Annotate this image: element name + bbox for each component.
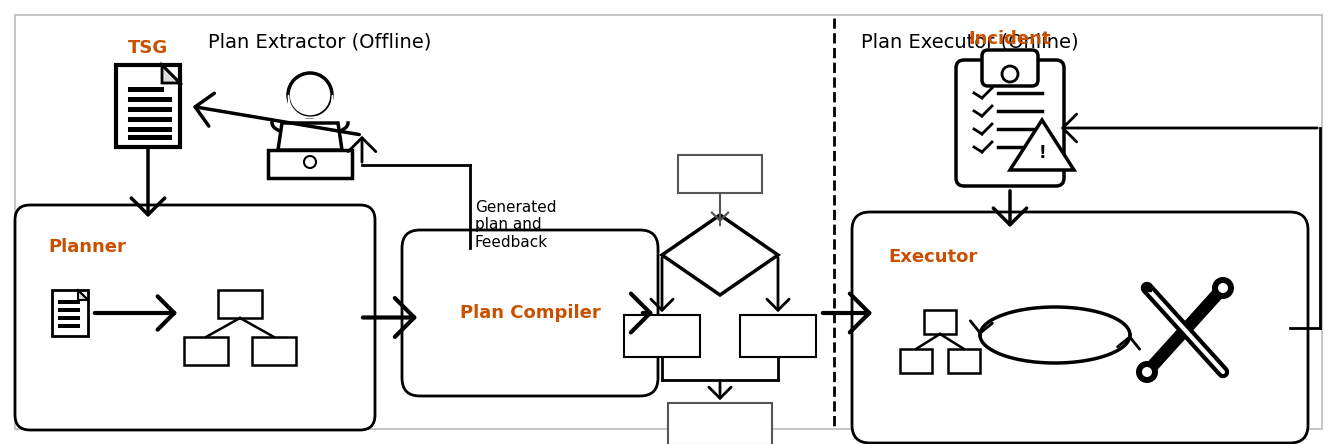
FancyBboxPatch shape — [981, 50, 1038, 86]
FancyBboxPatch shape — [900, 349, 932, 373]
FancyBboxPatch shape — [185, 337, 229, 365]
FancyBboxPatch shape — [128, 87, 164, 92]
FancyBboxPatch shape — [128, 135, 172, 140]
Text: Generated
plan and
Feedback: Generated plan and Feedback — [475, 200, 556, 250]
FancyBboxPatch shape — [128, 107, 172, 112]
FancyBboxPatch shape — [251, 337, 295, 365]
FancyBboxPatch shape — [57, 308, 80, 312]
Text: Executor: Executor — [888, 248, 977, 266]
Circle shape — [303, 156, 316, 168]
FancyBboxPatch shape — [218, 290, 262, 318]
Polygon shape — [1009, 120, 1074, 170]
FancyBboxPatch shape — [948, 349, 980, 373]
Text: Plan Extractor (Offline): Plan Extractor (Offline) — [209, 32, 432, 51]
FancyBboxPatch shape — [678, 155, 762, 193]
FancyBboxPatch shape — [57, 300, 80, 304]
FancyBboxPatch shape — [924, 310, 956, 334]
FancyBboxPatch shape — [57, 324, 80, 328]
FancyBboxPatch shape — [128, 97, 172, 102]
Polygon shape — [162, 65, 180, 83]
Circle shape — [1218, 283, 1227, 293]
FancyBboxPatch shape — [624, 315, 701, 357]
Circle shape — [1001, 66, 1017, 82]
FancyBboxPatch shape — [852, 212, 1308, 443]
FancyBboxPatch shape — [57, 316, 80, 320]
Circle shape — [1213, 277, 1234, 299]
FancyBboxPatch shape — [128, 127, 172, 132]
Text: !: ! — [1039, 144, 1046, 162]
FancyBboxPatch shape — [52, 290, 88, 336]
Circle shape — [1142, 367, 1152, 377]
Text: Plan Executor (Online): Plan Executor (Online) — [861, 32, 1079, 51]
FancyBboxPatch shape — [739, 315, 816, 357]
Text: TSG: TSG — [128, 39, 168, 57]
Text: Planner: Planner — [48, 238, 126, 256]
FancyBboxPatch shape — [116, 65, 180, 147]
Text: Plan Compiler: Plan Compiler — [460, 304, 600, 322]
Polygon shape — [78, 290, 88, 300]
FancyBboxPatch shape — [15, 205, 374, 430]
FancyBboxPatch shape — [668, 403, 771, 444]
Circle shape — [287, 73, 332, 117]
FancyBboxPatch shape — [128, 117, 172, 122]
FancyBboxPatch shape — [956, 60, 1064, 186]
Polygon shape — [278, 123, 342, 150]
FancyBboxPatch shape — [402, 230, 658, 396]
Circle shape — [1136, 361, 1158, 383]
FancyBboxPatch shape — [15, 15, 1322, 429]
Text: Incident: Incident — [969, 30, 1051, 48]
FancyBboxPatch shape — [267, 150, 352, 178]
Polygon shape — [662, 215, 778, 295]
